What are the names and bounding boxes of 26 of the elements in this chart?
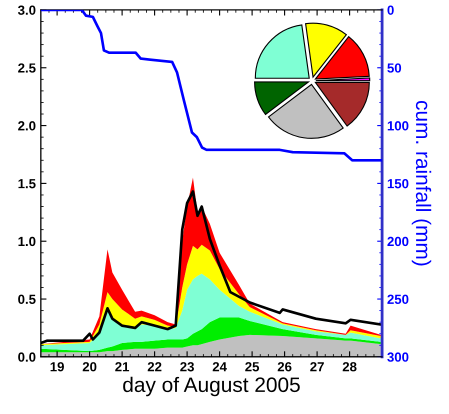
y-tick-label: 0.0 <box>18 352 36 362</box>
x-tick-label: 22 <box>148 362 162 372</box>
x-tick-label: 28 <box>342 362 357 372</box>
y2-tick-label: 0 <box>387 6 394 15</box>
x-tick-label: 25 <box>245 362 260 372</box>
x-tick-label: 21 <box>115 362 130 372</box>
x-tick-label: 19 <box>50 362 64 372</box>
y-tick-label: 3.0 <box>18 6 36 15</box>
y2-tick-label: 200 <box>387 236 408 246</box>
y-tick-label: 1.5 <box>18 179 36 188</box>
x-tick-label: 26 <box>278 362 292 372</box>
y-tick-label: 2.5 <box>18 63 36 73</box>
y2-tick-label: 50 <box>387 63 402 73</box>
y2-axis-title: cum. rainfall (mm) <box>412 100 432 266</box>
x-tick-label: 23 <box>180 362 194 372</box>
x-axis-title: day of August 2005 <box>123 376 300 396</box>
y2-tick-label: 100 <box>388 121 408 130</box>
x-tick-label: 20 <box>82 362 96 372</box>
x-tick-label: 27 <box>310 362 324 372</box>
y2-tick-label: 300 <box>387 352 408 362</box>
y-tick-label: 1.0 <box>18 236 36 246</box>
x-tick-label: 24 <box>212 362 227 372</box>
y-tick-label: 0.5 <box>18 294 36 304</box>
y2-tick-label: 150 <box>388 178 408 188</box>
y-tick-label: 2.0 <box>18 121 36 130</box>
y2-tick-label: 250 <box>387 294 408 304</box>
